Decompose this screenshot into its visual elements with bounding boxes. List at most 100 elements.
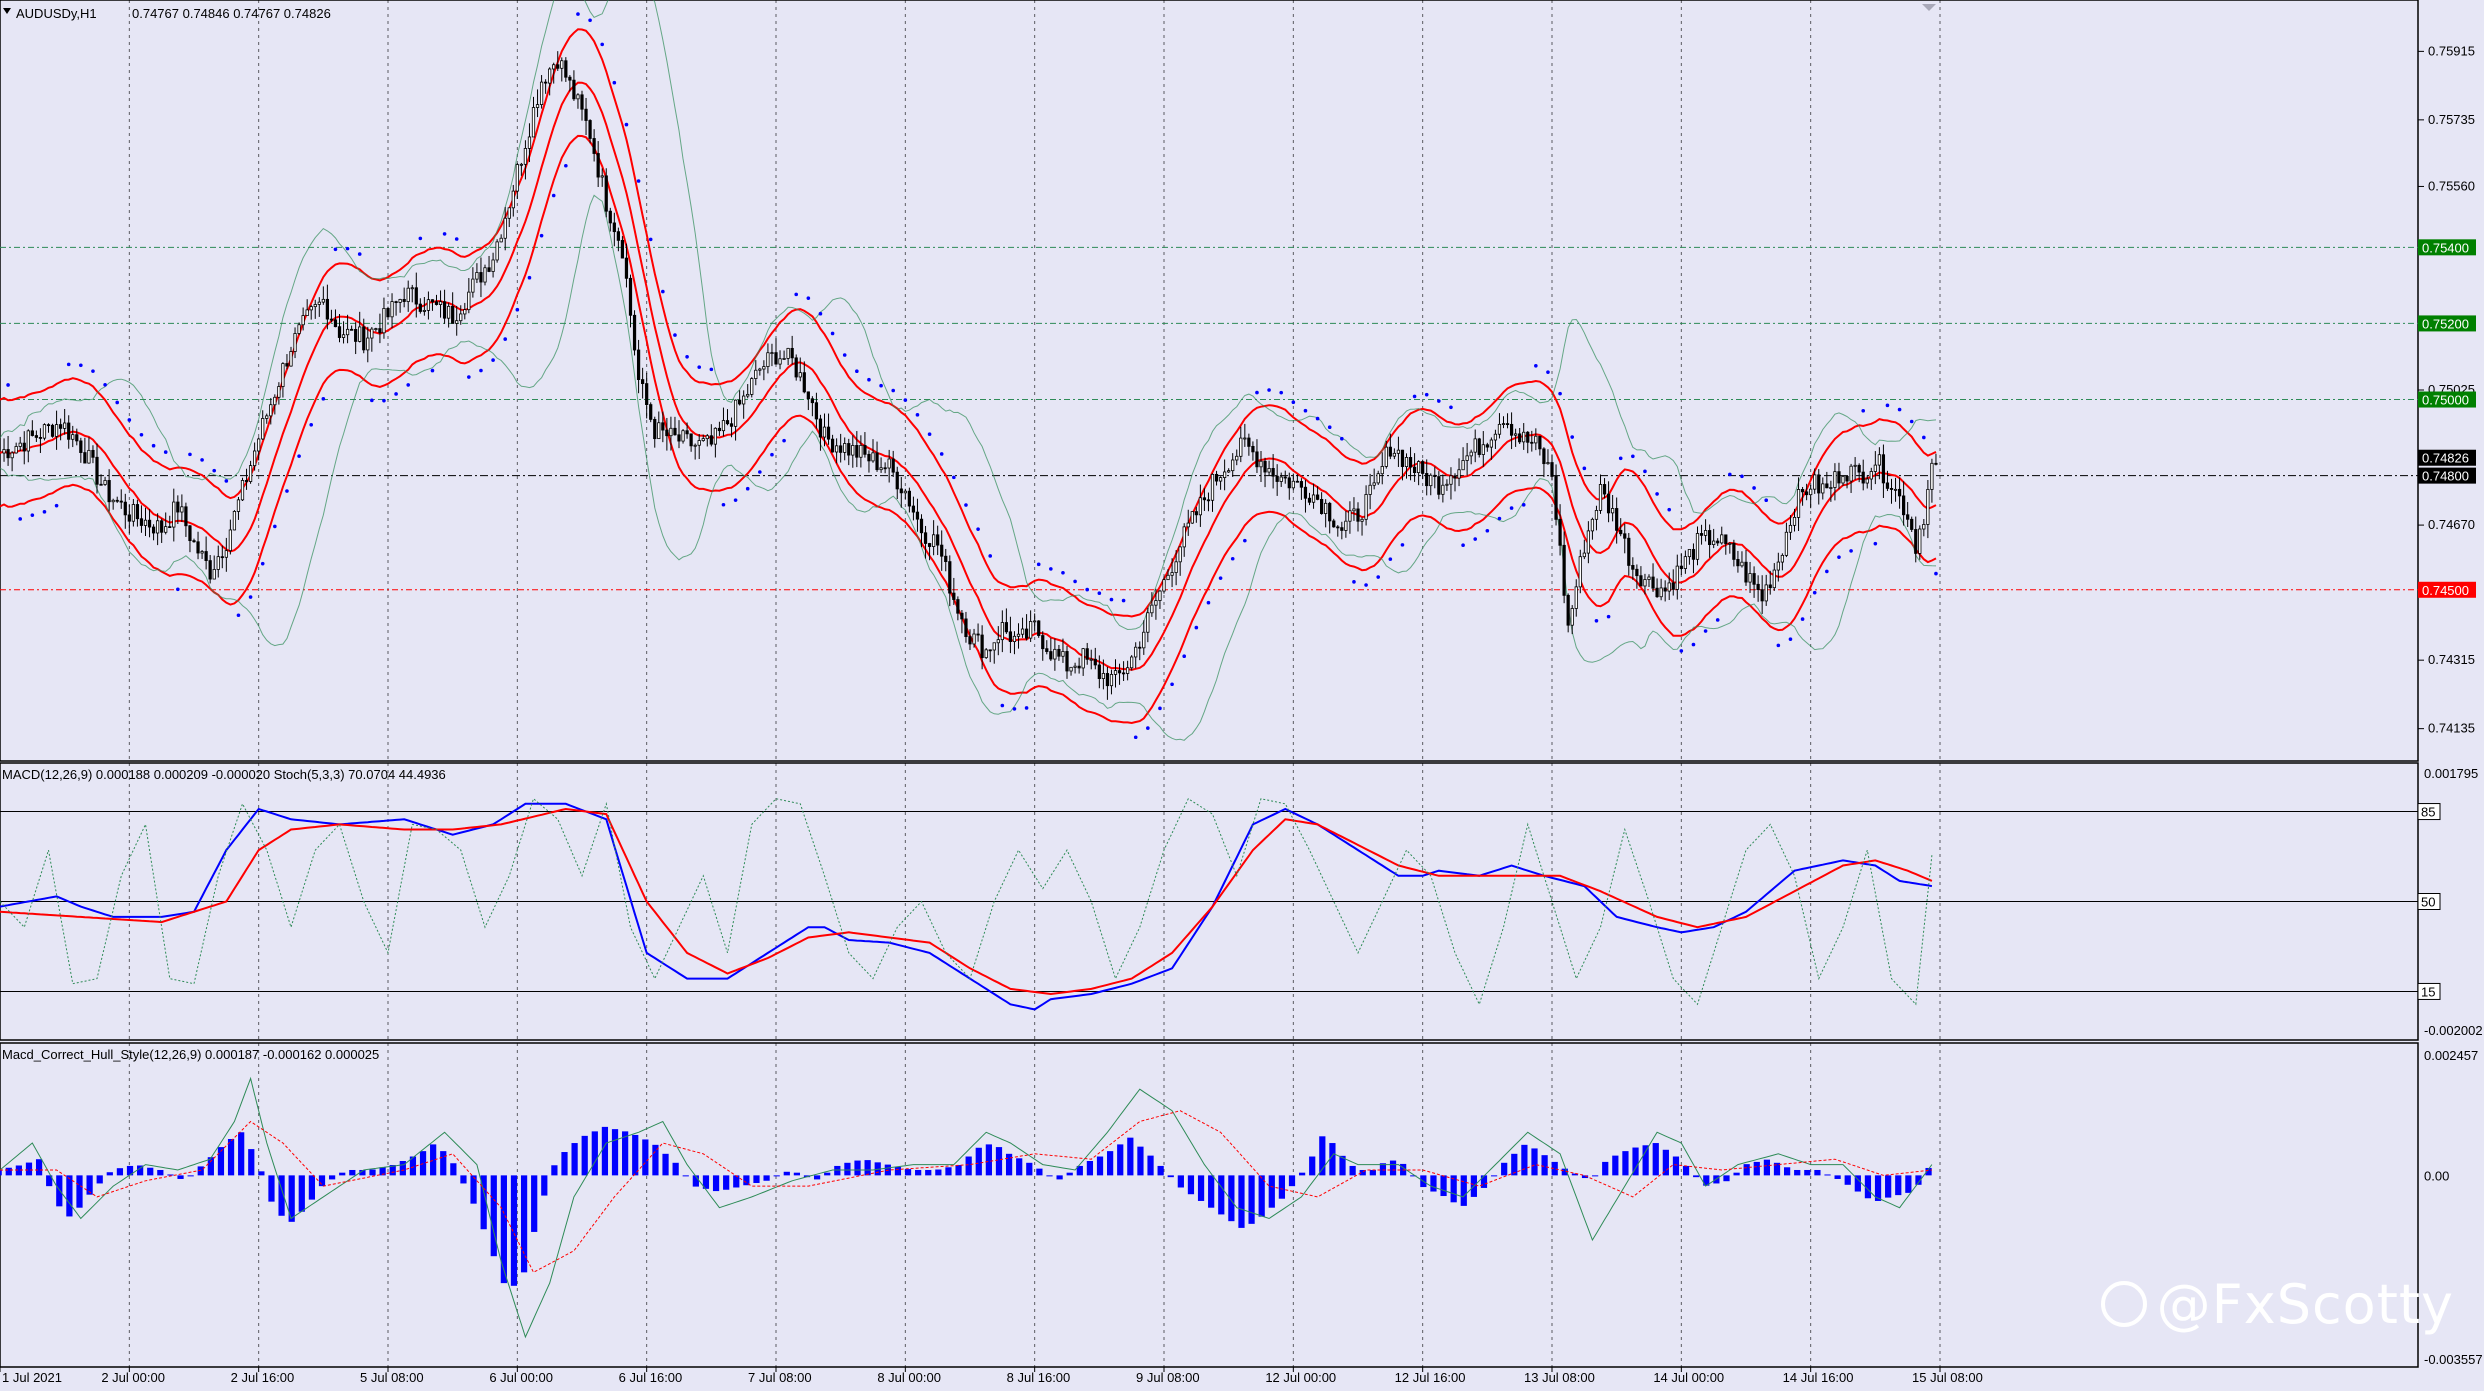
- candle-body: [414, 287, 418, 305]
- candle-body: [362, 326, 366, 351]
- candle-body: [689, 433, 693, 447]
- hull-histogram-bar: [238, 1132, 245, 1176]
- candle-body: [1186, 522, 1190, 528]
- candle-body: [1659, 587, 1663, 598]
- hull-histogram-bar: [470, 1175, 477, 1204]
- hull-histogram-bar: [1036, 1168, 1043, 1176]
- candle-body: [1138, 646, 1142, 649]
- hull-histogram-bar: [601, 1126, 609, 1176]
- candle-body: [580, 94, 584, 110]
- level-tag: [2418, 239, 2476, 256]
- price-tick-label: 0.75560: [2428, 178, 2475, 193]
- candle-body: [608, 210, 612, 224]
- psar-dot: [1243, 538, 1247, 543]
- candle-body: [1671, 582, 1675, 590]
- time-tick-label: 6 Jul 00:00: [489, 1370, 553, 1385]
- candle-body: [1865, 478, 1869, 484]
- candle-body: [544, 81, 548, 84]
- hull-histogram-bar: [1622, 1151, 1629, 1176]
- psar-dot: [1146, 726, 1150, 730]
- hull-histogram-bar: [611, 1129, 619, 1176]
- psar-dot: [236, 613, 241, 618]
- candle-body: [782, 358, 786, 360]
- candle-body: [1045, 648, 1049, 652]
- psar-dot: [1024, 706, 1029, 710]
- psar-dot: [309, 423, 314, 427]
- candle-body: [75, 434, 79, 442]
- psar-dot: [1352, 580, 1356, 584]
- psar-dot: [939, 452, 944, 456]
- candle-body: [891, 458, 895, 473]
- candle-body: [1505, 423, 1510, 425]
- candle-body: [1780, 554, 1784, 563]
- candle-body: [879, 467, 883, 471]
- candle-body: [693, 444, 697, 447]
- psar-dot: [1340, 436, 1344, 441]
- psar-dot: [1388, 557, 1393, 561]
- candle-body: [22, 442, 26, 452]
- psar-dot: [1303, 408, 1308, 413]
- macd-series-signal: [0, 807, 1933, 996]
- psar-dot: [988, 554, 993, 558]
- candle-body: [30, 430, 34, 436]
- psar-dot: [1279, 390, 1284, 395]
- candle-body: [386, 308, 390, 318]
- hull-histogram-bar: [137, 1165, 144, 1176]
- watermark-logo-icon: [2100, 1281, 2147, 1328]
- candle-body: [168, 526, 172, 529]
- candle-body: [1493, 433, 1498, 441]
- candle-body: [1372, 482, 1376, 486]
- candle-body: [1805, 491, 1809, 496]
- psar-dot: [1934, 571, 1938, 576]
- bollinger-lower: [0, 194, 1937, 741]
- candle-body: [1356, 508, 1360, 522]
- time-tick-label: 13 Jul 08:00: [1524, 1370, 1595, 1385]
- hull-histogram-bar: [15, 1165, 22, 1176]
- hull-series-signal: [0, 1110, 1932, 1273]
- candle-body: [1449, 475, 1453, 485]
- psar-dot: [855, 369, 859, 374]
- psar-dot: [260, 561, 265, 566]
- time-tick-label: 5 Jul 08:00: [360, 1370, 424, 1385]
- candle-body: [1930, 462, 1934, 490]
- candle-body: [1174, 561, 1178, 573]
- symbol-dropdown-icon[interactable]: [3, 8, 11, 14]
- candle-body: [794, 357, 798, 378]
- hull-histogram-bar: [369, 1169, 376, 1176]
- hull-histogram-bar: [460, 1175, 467, 1184]
- candle-body: [325, 298, 329, 320]
- candle-body: [459, 313, 463, 322]
- candle-body: [1437, 476, 1441, 495]
- candle-body: [358, 326, 362, 342]
- hull-histogram-bar: [46, 1175, 53, 1187]
- candle-body: [479, 272, 483, 283]
- hull-histogram-bar: [349, 1169, 356, 1176]
- candle-body: [754, 369, 758, 379]
- candle-body: [636, 349, 641, 380]
- hull-histogram-bar: [480, 1175, 487, 1230]
- candle-body: [1518, 433, 1522, 443]
- candle-body: [1461, 460, 1465, 471]
- hull-histogram-bar: [723, 1175, 730, 1190]
- hull-histogram-bar: [935, 1169, 942, 1176]
- candle-body: [216, 556, 220, 570]
- psar-dot: [564, 163, 568, 168]
- psar-dot: [915, 413, 920, 417]
- hull-histogram-bar: [773, 1175, 780, 1177]
- shift-marker-icon[interactable]: [1922, 4, 1936, 11]
- candle-body: [1037, 620, 1041, 636]
- candle-body: [572, 79, 576, 100]
- psar-dot: [212, 468, 217, 473]
- hull-histogram-bar: [1329, 1143, 1336, 1176]
- psar-dot: [1206, 600, 1211, 605]
- candle-body: [491, 259, 495, 272]
- candle-body: [1069, 666, 1073, 672]
- hull-histogram-bar: [1147, 1155, 1154, 1176]
- hull-histogram-bar: [399, 1161, 406, 1176]
- candle-body: [1295, 480, 1299, 483]
- candle-body: [1421, 461, 1425, 474]
- hull-histogram-bar: [1895, 1175, 1902, 1196]
- candle-body: [1703, 530, 1708, 536]
- psar-dot: [1825, 569, 1829, 574]
